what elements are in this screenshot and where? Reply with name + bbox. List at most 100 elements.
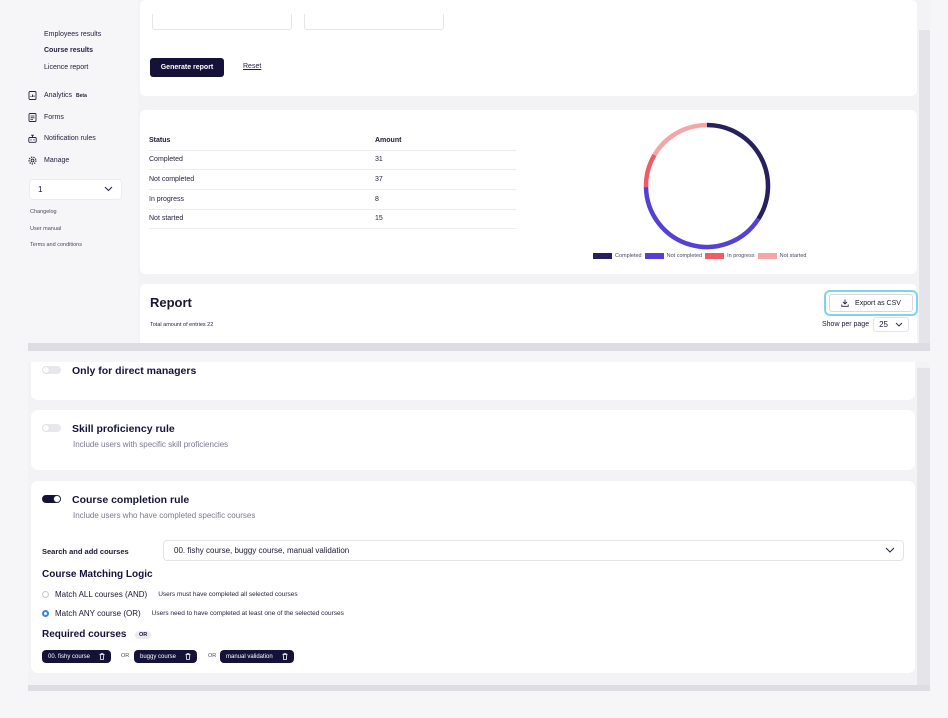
course-search-value: 00. fishy course, buggy course, manual v… bbox=[174, 546, 350, 555]
entries-count: Total amount of entries 22 bbox=[150, 322, 214, 328]
sidebar-item-label: Forms bbox=[44, 114, 64, 121]
course-rule-toggle[interactable] bbox=[42, 495, 61, 503]
forms-icon bbox=[28, 113, 37, 122]
chevron-down-icon bbox=[104, 185, 113, 194]
direct-managers-toggle[interactable] bbox=[42, 366, 61, 374]
match-any-radio[interactable] bbox=[42, 610, 49, 617]
course-search-select[interactable]: 00. fishy course, buggy course, manual v… bbox=[163, 540, 904, 561]
amount-cell: 15 bbox=[375, 209, 516, 230]
donut-slice-not-started bbox=[652, 122, 708, 157]
direct-managers-title: Only for direct managers bbox=[72, 365, 197, 377]
match-all-description: Users must have completed all selected c… bbox=[158, 591, 298, 598]
legend-swatch bbox=[757, 253, 777, 259]
filter-field[interactable] bbox=[152, 14, 292, 30]
user-manual-link[interactable]: User manual bbox=[30, 226, 62, 232]
match-any-description: Users need to have completed at least on… bbox=[151, 610, 344, 617]
amount-cell: 31 bbox=[375, 150, 516, 171]
sidebar-item-analytics[interactable]: Analytics Beta bbox=[28, 91, 87, 100]
match-any-option[interactable]: Match ANY course (OR) Users need to have… bbox=[42, 609, 344, 618]
legend-swatch bbox=[705, 253, 725, 259]
course-chip: 00. fishy course bbox=[42, 650, 112, 663]
skill-rule-card: Skill proficiency rule Include users wit… bbox=[31, 410, 915, 470]
skill-rule-description: Include users with specific skill profic… bbox=[73, 440, 229, 449]
chip-separator: OR bbox=[208, 653, 217, 659]
sidebar-item-forms[interactable]: Forms bbox=[28, 113, 64, 122]
legend-label: Completed bbox=[615, 253, 642, 259]
window-edge bbox=[919, 30, 930, 349]
table-row: Not completed 37 bbox=[149, 169, 516, 190]
window-edge bbox=[28, 343, 930, 349]
report-title: Report bbox=[150, 295, 192, 310]
course-rule-title: Course completion rule bbox=[72, 494, 190, 506]
search-courses-label: Search and add courses bbox=[42, 547, 129, 556]
changelog-link[interactable]: Changelog bbox=[30, 209, 57, 215]
skill-rule-toggle[interactable] bbox=[42, 424, 61, 432]
sidebar-select[interactable]: 1 bbox=[30, 180, 121, 199]
amount-header: Amount bbox=[375, 131, 516, 151]
analytics-icon bbox=[28, 91, 37, 100]
filter-field[interactable] bbox=[304, 14, 444, 30]
table-row: In progress 8 bbox=[149, 189, 516, 210]
status-cell: In progress bbox=[149, 189, 375, 210]
match-all-label: Match ALL courses (AND) bbox=[55, 590, 148, 599]
export-csv-label: Export as CSV bbox=[855, 299, 901, 307]
table-row: Not started 15 bbox=[149, 209, 516, 230]
chevron-down-icon bbox=[895, 320, 903, 329]
direct-managers-card: Only for direct managers bbox=[31, 362, 915, 400]
report-card bbox=[140, 284, 917, 344]
course-rule-description: Include users who have completed specifi… bbox=[73, 511, 256, 520]
trash-icon[interactable] bbox=[99, 653, 105, 660]
sidebar-sub-course-results[interactable]: Course results bbox=[44, 47, 94, 54]
match-all-radio[interactable] bbox=[42, 591, 49, 598]
amount-cell: 8 bbox=[375, 189, 516, 210]
per-page-label: Show per page bbox=[822, 321, 870, 328]
trash-icon[interactable] bbox=[282, 653, 288, 660]
notification-rule-window: Only for direct managers Skill proficien… bbox=[28, 362, 930, 691]
match-all-option[interactable]: Match ALL courses (AND) Users must have … bbox=[42, 590, 298, 599]
legend-item: Completed bbox=[593, 253, 642, 259]
sidebar-item-label: Manage bbox=[44, 157, 70, 164]
beta-badge: Beta bbox=[76, 92, 87, 99]
legend-item: Not started bbox=[757, 253, 807, 259]
toggle-knob bbox=[43, 367, 49, 373]
table-header-row: Status Amount bbox=[149, 131, 516, 151]
download-icon bbox=[841, 299, 849, 307]
per-page-control: Show per page 25 bbox=[822, 317, 910, 332]
sidebar-item-label: Notification rules bbox=[44, 135, 96, 142]
chip-label: 00. fishy course bbox=[48, 653, 91, 660]
legend-swatch bbox=[644, 253, 664, 259]
chip-separator: OR bbox=[121, 653, 130, 659]
status-donut-chart bbox=[643, 122, 771, 250]
sidebar: Employees results Course results Licence… bbox=[28, 0, 138, 345]
per-page-select[interactable]: 25 bbox=[873, 317, 910, 332]
course-chip: manual validation bbox=[220, 650, 294, 663]
filter-card bbox=[140, 0, 917, 96]
per-page-value: 25 bbox=[879, 320, 888, 329]
trash-icon[interactable] bbox=[185, 653, 191, 660]
toggle-knob bbox=[54, 496, 60, 502]
notification-icon bbox=[28, 134, 37, 143]
sidebar-item-manage[interactable]: Manage bbox=[28, 156, 69, 165]
donut-slice-completed bbox=[706, 122, 771, 221]
or-badge: OR bbox=[135, 631, 152, 639]
legend-label: In progress bbox=[727, 253, 755, 259]
required-courses-title: Required courses bbox=[42, 629, 127, 640]
terms-link[interactable]: Terms and conditions bbox=[30, 242, 82, 248]
match-any-label: Match ANY course (OR) bbox=[55, 609, 141, 618]
status-cell: Completed bbox=[149, 150, 375, 171]
export-csv-button[interactable]: Export as CSV bbox=[829, 294, 913, 312]
generate-report-button[interactable]: Generate report bbox=[150, 58, 224, 77]
sidebar-select-value: 1 bbox=[38, 185, 43, 194]
sidebar-item-notification-rules[interactable]: Notification rules bbox=[28, 134, 96, 143]
skill-rule-title: Skill proficiency rule bbox=[72, 423, 175, 435]
reset-button[interactable]: Reset bbox=[243, 63, 262, 70]
sidebar-sub-employees-results[interactable]: Employees results bbox=[44, 31, 102, 38]
course-results-window: Employees results Course results Licence… bbox=[28, 0, 930, 349]
legend-label: Not started bbox=[779, 253, 807, 259]
chart-legend: Completed Not completed In progress Not … bbox=[593, 253, 810, 259]
legend-item: In progress bbox=[705, 253, 755, 259]
sidebar-sub-licence-report[interactable]: Licence report bbox=[44, 64, 89, 71]
window-edge bbox=[917, 368, 930, 690]
matching-logic-title: Course Matching Logic bbox=[42, 569, 153, 580]
donut-slice-not-completed bbox=[643, 187, 761, 250]
